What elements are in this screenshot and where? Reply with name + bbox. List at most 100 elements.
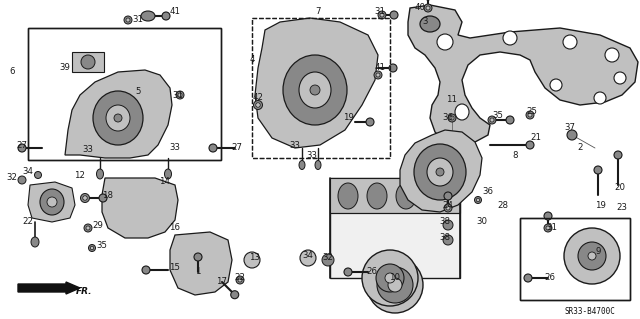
Text: 10: 10 — [390, 273, 401, 283]
Ellipse shape — [614, 151, 622, 159]
Text: 22: 22 — [22, 218, 33, 226]
Bar — [28, 28, 221, 160]
Ellipse shape — [344, 268, 352, 276]
Text: 19: 19 — [595, 201, 605, 210]
Text: 21: 21 — [531, 133, 541, 143]
Text: 33: 33 — [307, 151, 317, 160]
Ellipse shape — [443, 235, 453, 245]
Ellipse shape — [390, 11, 398, 19]
Ellipse shape — [86, 226, 90, 230]
Polygon shape — [400, 130, 482, 212]
Text: 32: 32 — [323, 254, 333, 263]
Text: 37: 37 — [564, 123, 575, 132]
Ellipse shape — [563, 35, 577, 49]
Bar — [252, 18, 390, 158]
Ellipse shape — [546, 226, 550, 230]
Ellipse shape — [526, 141, 534, 149]
Text: 31: 31 — [173, 91, 184, 100]
Ellipse shape — [244, 252, 260, 268]
Ellipse shape — [588, 252, 596, 260]
Text: 23: 23 — [616, 204, 627, 212]
Text: 2: 2 — [577, 144, 583, 152]
Ellipse shape — [526, 111, 534, 119]
Ellipse shape — [376, 264, 404, 292]
Ellipse shape — [367, 257, 423, 313]
Ellipse shape — [367, 183, 387, 209]
Ellipse shape — [299, 72, 331, 108]
Ellipse shape — [18, 144, 26, 152]
Ellipse shape — [81, 194, 90, 203]
Text: 22: 22 — [234, 273, 246, 283]
Polygon shape — [65, 70, 172, 158]
Text: 41: 41 — [170, 8, 180, 17]
Text: 31: 31 — [547, 224, 557, 233]
Ellipse shape — [444, 192, 452, 200]
Ellipse shape — [40, 189, 64, 215]
Ellipse shape — [424, 4, 432, 12]
Ellipse shape — [427, 158, 453, 186]
Text: 38: 38 — [440, 234, 451, 242]
Text: 26: 26 — [545, 273, 556, 283]
Ellipse shape — [366, 118, 374, 126]
Text: 14: 14 — [159, 177, 170, 187]
Text: 33: 33 — [289, 140, 301, 150]
Text: 19: 19 — [342, 114, 353, 122]
Text: 29: 29 — [93, 220, 104, 229]
Text: 27: 27 — [232, 144, 243, 152]
Ellipse shape — [436, 168, 444, 176]
Text: 18: 18 — [102, 190, 113, 199]
Ellipse shape — [474, 197, 481, 204]
Ellipse shape — [594, 166, 602, 174]
Ellipse shape — [238, 278, 242, 282]
Ellipse shape — [550, 79, 562, 91]
Ellipse shape — [194, 253, 202, 261]
Ellipse shape — [142, 266, 150, 274]
Ellipse shape — [455, 104, 469, 120]
Ellipse shape — [377, 267, 413, 303]
Ellipse shape — [88, 244, 95, 251]
Bar — [520, 218, 630, 300]
Text: 36: 36 — [442, 114, 454, 122]
Text: 12: 12 — [74, 170, 86, 180]
Text: 33: 33 — [170, 144, 180, 152]
Ellipse shape — [362, 250, 418, 306]
Ellipse shape — [506, 116, 514, 124]
Text: 35: 35 — [97, 241, 108, 249]
Ellipse shape — [236, 276, 244, 284]
Ellipse shape — [283, 55, 347, 125]
Ellipse shape — [209, 144, 217, 152]
Text: 25: 25 — [527, 108, 538, 116]
Text: 11: 11 — [447, 95, 458, 105]
Text: 16: 16 — [170, 224, 180, 233]
Ellipse shape — [176, 91, 184, 99]
Ellipse shape — [253, 100, 262, 109]
Ellipse shape — [35, 172, 42, 179]
Ellipse shape — [544, 212, 552, 220]
Text: 24: 24 — [442, 201, 454, 210]
Ellipse shape — [594, 92, 606, 104]
Ellipse shape — [315, 160, 321, 169]
Text: 4: 4 — [249, 56, 255, 64]
Ellipse shape — [425, 183, 445, 209]
Ellipse shape — [503, 31, 517, 45]
Text: 31: 31 — [132, 16, 143, 25]
Ellipse shape — [490, 118, 494, 122]
Ellipse shape — [437, 34, 453, 50]
Ellipse shape — [231, 291, 239, 299]
Bar — [330, 178, 460, 213]
Polygon shape — [102, 178, 178, 238]
Ellipse shape — [99, 194, 107, 202]
Ellipse shape — [106, 105, 130, 131]
Ellipse shape — [81, 55, 95, 69]
Ellipse shape — [141, 11, 155, 21]
Ellipse shape — [426, 6, 430, 10]
Text: 32: 32 — [6, 174, 17, 182]
Text: 41: 41 — [374, 63, 385, 72]
Text: 36: 36 — [483, 188, 493, 197]
Ellipse shape — [31, 237, 39, 247]
Ellipse shape — [162, 12, 170, 20]
Ellipse shape — [528, 113, 532, 117]
Polygon shape — [170, 232, 232, 295]
Text: 13: 13 — [250, 254, 260, 263]
Text: 31: 31 — [374, 8, 385, 17]
